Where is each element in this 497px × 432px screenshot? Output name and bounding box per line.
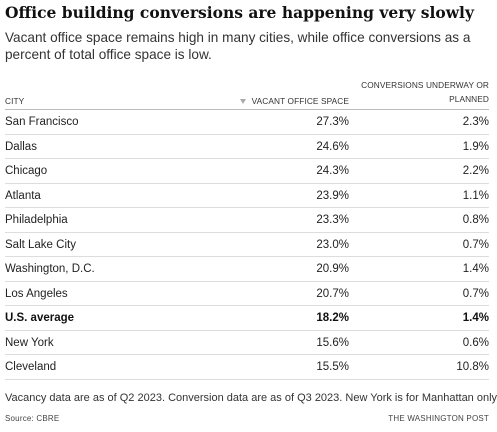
cell-conversions: 1.4% <box>462 312 489 324</box>
cell-conversions: 1.4% <box>462 263 489 275</box>
table-row: San Francisco 27.3% 2.3% <box>5 110 489 135</box>
cell-conversions: 0.7% <box>462 238 489 251</box>
chart-subtitle: Vacant office space remains high in many… <box>5 30 471 62</box>
cell-vacant-office-space: 20.7% <box>316 287 349 300</box>
cell-city: Washington, D.C. <box>5 263 95 275</box>
table-header: CITY VACANT OFFICE SPACE CONVERSIONS UND… <box>5 80 489 110</box>
table-row-average: U.S. average 18.2% 1.4% <box>5 306 489 331</box>
table-row: New York 15.6% 0.6% <box>5 331 489 355</box>
table-row: Atlanta 23.9% 1.1% <box>5 184 489 208</box>
cell-city: Atlanta <box>5 189 41 202</box>
cell-conversions: 1.1% <box>462 189 489 202</box>
cell-vacant-office-space: 15.5% <box>316 361 349 373</box>
cell-vacant-office-space: 15.6% <box>316 336 349 349</box>
publisher-credit: THE WASHINGTON POST <box>388 414 489 423</box>
table-row: Los Angeles 20.7% 0.7% <box>5 282 489 306</box>
table-row: Dallas 24.6% 1.9% <box>5 135 489 159</box>
cell-vacant-office-space: 23.3% <box>316 214 349 226</box>
cell-vacant-office-space: 23.0% <box>316 238 349 251</box>
cell-vacant-office-space: 20.9% <box>316 263 349 275</box>
cell-city: San Francisco <box>5 116 79 128</box>
cell-city: Dallas <box>5 140 37 153</box>
cell-vacant-office-space: 23.9% <box>316 189 349 202</box>
cell-city: Chicago <box>5 165 48 177</box>
table-row: Salt Lake City 23.0% 0.7% <box>5 233 489 257</box>
cell-conversions: 2.3% <box>462 116 489 128</box>
cell-vacant-office-space: 24.3% <box>316 165 349 177</box>
source-line: Source: CBRE <box>5 414 60 423</box>
column-header-vacant[interactable]: VACANT OFFICE SPACE <box>239 96 349 106</box>
cell-vacant-office-space: 27.3% <box>316 116 349 128</box>
cell-conversions: 1.9% <box>462 140 489 153</box>
cell-conversions: 2.2% <box>462 165 489 177</box>
cell-city: U.S. average <box>5 312 75 324</box>
cell-vacant-office-space: 18.2% <box>316 312 349 324</box>
cell-city: Philadelphia <box>5 214 68 226</box>
table-body: San Francisco 27.3% 2.3% Dallas 24.6% 1.9% Chi… <box>5 110 489 380</box>
column-header-vacant-label: VACANT OFFICE SPACE <box>251 96 349 106</box>
table-row: Chicago 24.3% 2.2% <box>5 159 489 184</box>
cell-conversions: 10.8% <box>456 361 489 373</box>
cell-city: Cleveland <box>5 361 57 373</box>
cell-vacant-office-space: 24.6% <box>316 140 349 153</box>
cell-conversions: 0.7% <box>462 287 489 300</box>
table-row: Washington, D.C. 20.9% 1.4% <box>5 257 489 282</box>
data-table: CITY VACANT OFFICE SPACE CONVERSIONS UND… <box>5 80 489 380</box>
column-header-conversions[interactable]: CONVERSIONS UNDERWAY OR PLANNED <box>361 80 489 104</box>
footnote: Vacancy data are as of Q2 2023. Conversi… <box>5 392 497 404</box>
table-row: Philadelphia 23.3% 0.8% <box>5 208 489 233</box>
cell-city: New York <box>5 336 54 349</box>
column-header-city[interactable]: CITY <box>5 96 25 106</box>
sort-descending-icon <box>239 99 246 104</box>
cell-city: Salt Lake City <box>5 238 76 251</box>
chart-title: Office building conversions are happenin… <box>5 3 474 22</box>
cell-conversions: 0.8% <box>462 214 489 226</box>
table-row: Cleveland 15.5% 10.8% <box>5 355 489 380</box>
cell-conversions: 0.6% <box>462 336 489 349</box>
cell-city: Los Angeles <box>5 287 68 300</box>
